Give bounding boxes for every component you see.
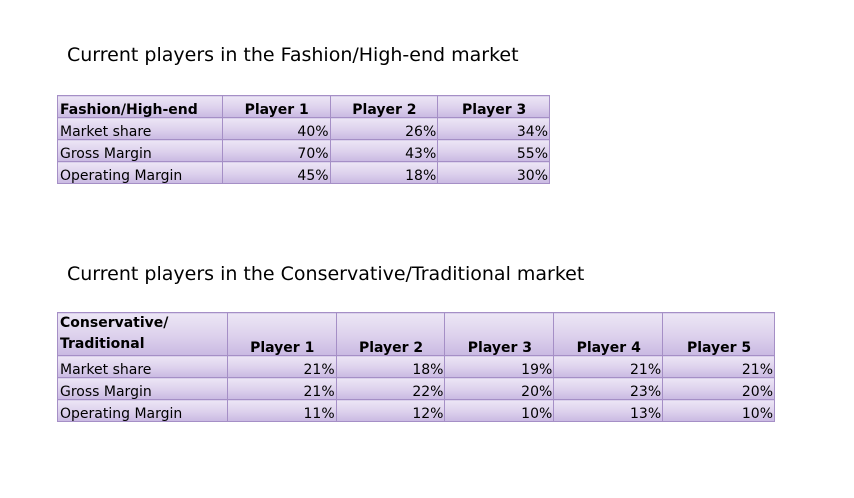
table-cell: 55%: [437, 139, 550, 162]
row-label-operating-margin: Operating Margin: [57, 161, 223, 184]
header-cell-player-3: Player 3: [444, 312, 555, 356]
table-cell: 21%: [226, 377, 337, 400]
table-cell: 13%: [553, 399, 664, 422]
table-cell: 45%: [221, 161, 331, 184]
header-cell-segment: Conservative/Traditional: [57, 312, 228, 356]
table-row: Gross Margin 70% 43% 55%: [57, 139, 550, 162]
table-cell: 21%: [226, 355, 337, 378]
table-cell: 18%: [329, 161, 439, 184]
table-cell: 11%: [226, 399, 337, 422]
table-cell: 34%: [437, 117, 550, 140]
table-header-row: Fashion/High-end Player 1 Player 2 Playe…: [57, 95, 550, 118]
table-cell: 70%: [221, 139, 331, 162]
header-cell-player-1: Player 1: [226, 312, 337, 356]
conservative-market-heading: Current players in the Conservative/Trad…: [67, 263, 585, 285]
header-cell-segment: Fashion/High-end: [57, 95, 223, 118]
table-header-row: Conservative/Traditional Player 1 Player…: [57, 312, 775, 356]
row-label-market-share: Market share: [57, 355, 228, 378]
conservative-market-table: Conservative/Traditional Player 1 Player…: [57, 312, 775, 422]
row-label-operating-margin: Operating Margin: [57, 399, 228, 422]
table-cell: 10%: [444, 399, 555, 422]
header-label-line-1: Conservative/: [60, 315, 169, 331]
table-cell: 12%: [335, 399, 446, 422]
fashion-market-table: Fashion/High-end Player 1 Player 2 Playe…: [57, 95, 550, 184]
table-cell: 21%: [662, 355, 775, 378]
table-row: Operating Margin 45% 18% 30%: [57, 161, 550, 184]
table-cell: 26%: [329, 117, 439, 140]
table-cell: 10%: [662, 399, 775, 422]
row-label-gross-margin: Gross Margin: [57, 377, 228, 400]
table-row: Gross Margin 21% 22% 20% 23% 20%: [57, 377, 775, 400]
table-cell: 30%: [437, 161, 550, 184]
table-cell: 23%: [553, 377, 664, 400]
fashion-market-heading: Current players in the Fashion/High-end …: [67, 44, 519, 66]
header-label-line-2: Traditional: [60, 336, 145, 352]
table-cell: 20%: [662, 377, 775, 400]
table-row: Operating Margin 11% 12% 10% 13% 10%: [57, 399, 775, 422]
table-cell: 21%: [553, 355, 664, 378]
row-label-market-share: Market share: [57, 117, 223, 140]
header-cell-player-4: Player 4: [553, 312, 664, 356]
table-cell: 19%: [444, 355, 555, 378]
table-cell: 22%: [335, 377, 446, 400]
table-row: Market share 40% 26% 34%: [57, 117, 550, 140]
table-cell: 18%: [335, 355, 446, 378]
table-cell: 43%: [329, 139, 439, 162]
table-cell: 40%: [221, 117, 331, 140]
header-cell-player-5: Player 5: [662, 312, 775, 356]
table-row: Market share 21% 18% 19% 21% 21%: [57, 355, 775, 378]
table-cell: 20%: [444, 377, 555, 400]
header-cell-player-2: Player 2: [329, 95, 439, 118]
header-cell-player-1: Player 1: [221, 95, 331, 118]
header-cell-player-2: Player 2: [335, 312, 446, 356]
row-label-gross-margin: Gross Margin: [57, 139, 223, 162]
header-cell-player-3: Player 3: [437, 95, 550, 118]
